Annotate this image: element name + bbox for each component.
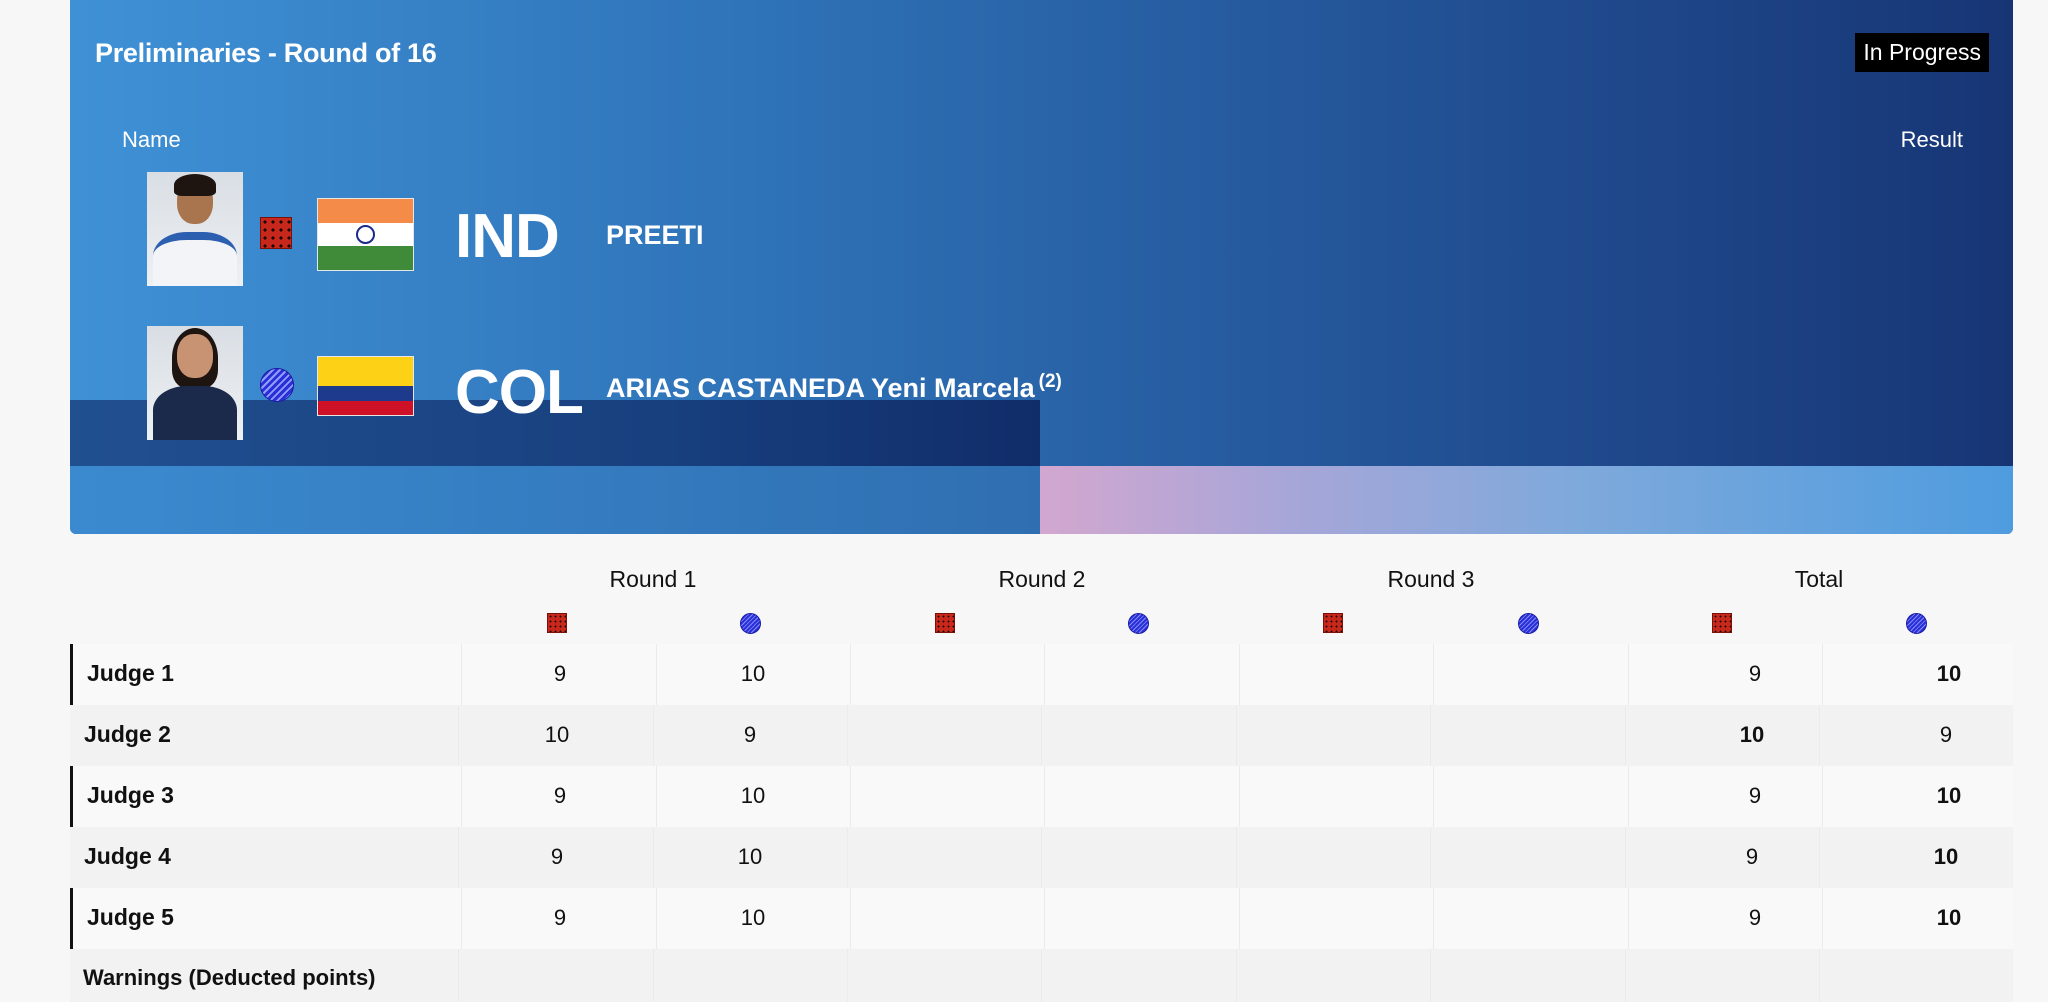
round-1-red-score: 9: [553, 905, 567, 930]
result-column-header: Result: [1900, 127, 1963, 152]
judge-label: Judge 1: [87, 660, 174, 686]
athlete-row-red: IND PREETI: [70, 172, 2013, 287]
status-badge: In Progress: [1855, 33, 1989, 72]
round-3-header: Round 3: [1387, 566, 1475, 592]
bout-title: Preliminaries - Round of 16: [95, 38, 437, 68]
noc-code: COL: [455, 358, 584, 427]
table-row: Judge 5 9 10 9 10: [70, 888, 2013, 949]
judge-label: Judge 4: [84, 843, 171, 869]
judge-label: Judge 3: [87, 782, 174, 808]
table-row: Judge 3 9 10 9 10: [70, 766, 2013, 827]
seed-badge: (2): [1038, 371, 1062, 392]
round-1-blue-score: 10: [737, 844, 763, 869]
red-corner-icon: [260, 217, 292, 249]
total-blue-score: 10: [1933, 844, 1959, 869]
table-row: Warnings (Deducted points): [70, 949, 2013, 1002]
total-red-score: 9: [1748, 905, 1762, 930]
blue-corner-icon: [1518, 613, 1539, 634]
total-blue-score: 10: [1936, 661, 1962, 686]
warnings-label: Warnings (Deducted points): [83, 965, 376, 990]
athlete-photo: [147, 326, 243, 440]
round-1-blue-score: 10: [740, 661, 766, 686]
total-blue-score: 10: [1936, 905, 1962, 930]
athlete-name: PREETI: [606, 220, 704, 250]
round-2-header: Round 2: [998, 566, 1086, 592]
total-header: Total: [1794, 566, 1844, 592]
judge-label: Judge 2: [84, 721, 171, 747]
round-1-blue-score: 9: [743, 722, 757, 747]
blue-corner-icon: [1128, 613, 1149, 634]
total-blue-score: 10: [1936, 783, 1962, 808]
red-corner-icon: [1712, 613, 1732, 633]
judge-label: Judge 5: [87, 904, 174, 930]
round-1-header: Round 1: [609, 566, 697, 592]
round-1-red-score: 9: [553, 661, 567, 686]
athlete-photo: [147, 172, 243, 286]
blue-corner-icon: [740, 613, 761, 634]
blue-corner-icon: [260, 368, 294, 402]
athlete-name: ARIAS CASTANEDA Yeni Marcela (2): [606, 371, 1062, 403]
round-1-red-score: 9: [553, 783, 567, 808]
colombia-flag-icon: [317, 356, 414, 416]
total-blue-score: 9: [1939, 722, 1953, 747]
noc-code: IND: [455, 202, 560, 271]
athlete-row-blue: COL ARIAS CASTANEDA Yeni Marcela (2): [70, 326, 2013, 441]
blue-corner-icon: [1906, 613, 1927, 634]
table-row: Judge 2 10 9 10 9: [70, 705, 2013, 766]
decorative-band-left: [70, 466, 1040, 534]
round-1-red-score: 9: [550, 844, 564, 869]
red-corner-icon: [1323, 613, 1343, 633]
round-1-blue-score: 10: [740, 905, 766, 930]
name-column-header: Name: [122, 127, 181, 152]
total-red-score: 9: [1748, 783, 1762, 808]
table-row: Judge 1 9 10 9 10: [70, 644, 2013, 705]
red-corner-icon: [935, 613, 955, 633]
total-red-score: 9: [1745, 844, 1759, 869]
round-1-red-score: 10: [544, 722, 570, 747]
bout-header-panel: Preliminaries - Round of 16 In Progress …: [70, 0, 2013, 534]
round-1-blue-score: 10: [740, 783, 766, 808]
total-red-score: 10: [1739, 722, 1765, 747]
table-row: Judge 4 9 10 9 10: [70, 827, 2013, 888]
total-red-score: 9: [1748, 661, 1762, 686]
india-flag-icon: [317, 198, 414, 271]
decorative-band-right: [1040, 466, 2013, 534]
red-corner-icon: [547, 613, 567, 633]
